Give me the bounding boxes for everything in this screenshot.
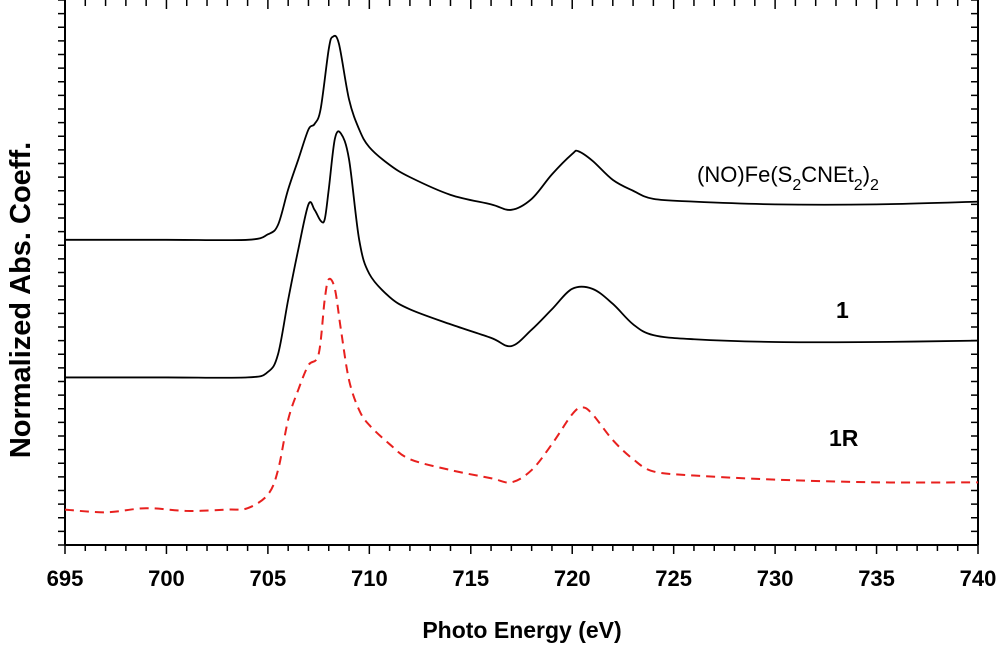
series-label-1: 1 [836, 297, 849, 323]
x-tick-label: 730 [757, 566, 794, 591]
series-line-nofe [65, 34, 979, 242]
x-tick-label: 735 [858, 566, 895, 591]
x-tick-label: 700 [148, 566, 185, 591]
series-line-1 [64, 130, 979, 379]
series-line-1r [64, 277, 979, 514]
x-tick-label: 720 [554, 566, 591, 591]
x-tick-label: 695 [47, 566, 84, 591]
x-tick-label: 710 [351, 566, 388, 591]
x-tick-label: 705 [250, 566, 287, 591]
x-tick-labels: 695 700 705 710 715 720 725 730 735 740 [47, 566, 997, 591]
x-axis-title: Photo Energy (eV) [422, 617, 621, 643]
x-tick-label: 715 [452, 566, 489, 591]
x-tick-label: 725 [655, 566, 692, 591]
series-label-1r: 1R [829, 425, 859, 451]
axes [58, 0, 979, 554]
x-tick-label: 740 [960, 566, 997, 591]
series-label-nofe: (NO)Fe(S2CNEt2)2 [697, 162, 879, 194]
y-axis-title: Normalized Abs. Coeff. [5, 142, 37, 458]
series-group [64, 34, 979, 514]
